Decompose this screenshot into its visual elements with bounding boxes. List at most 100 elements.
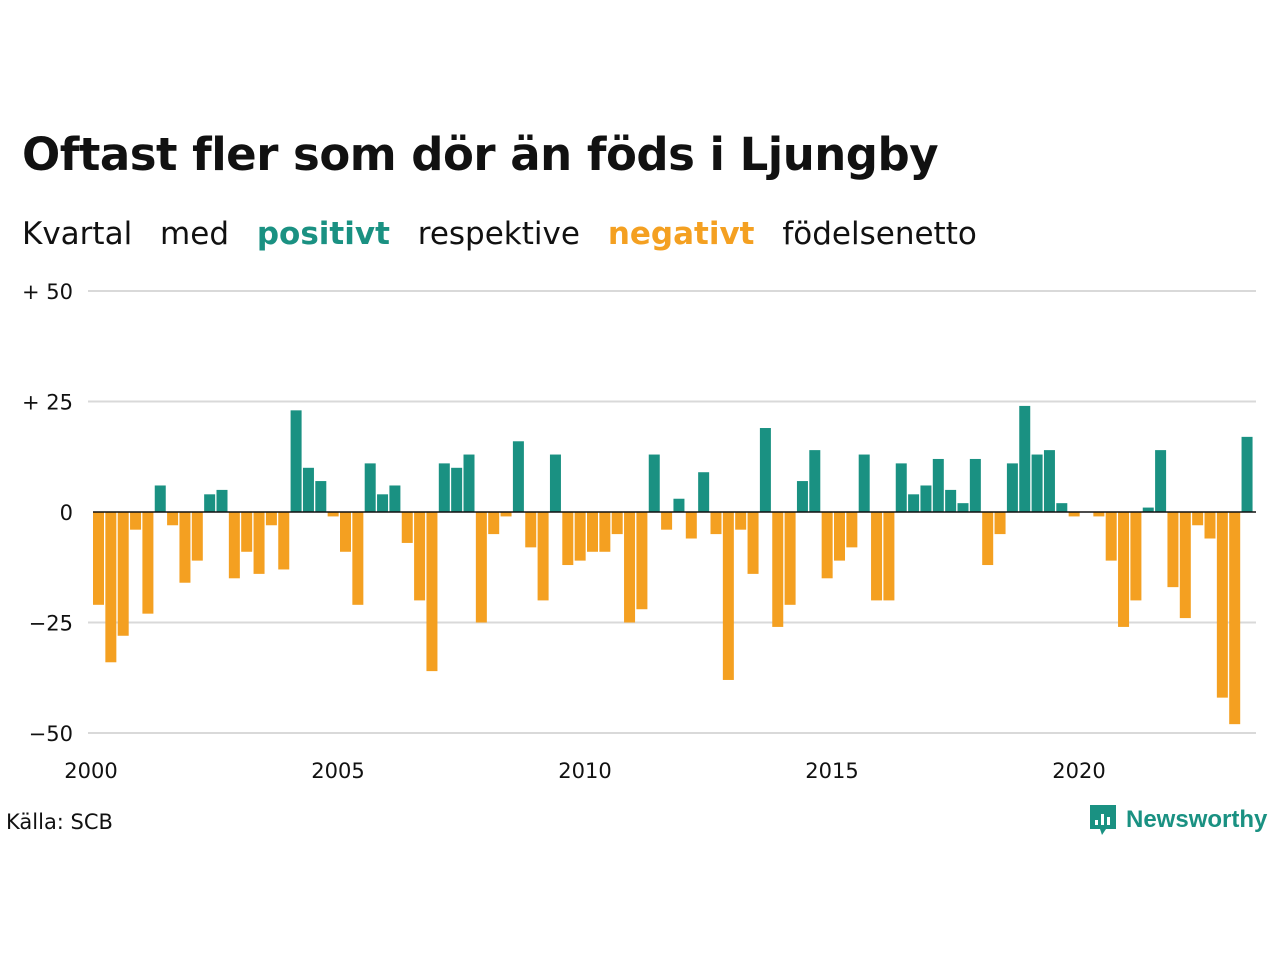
x-tick-label: 2015 xyxy=(805,759,858,783)
bar xyxy=(982,512,994,566)
bar xyxy=(1167,512,1179,588)
bar xyxy=(463,454,475,512)
bar xyxy=(191,512,203,561)
bar-chart: + 50 + 25 0 −25 −50 2000 2005 2010 2015 2020 xyxy=(22,280,1256,783)
bar xyxy=(1031,454,1043,512)
bar xyxy=(475,512,487,623)
bar xyxy=(895,463,907,512)
bar xyxy=(599,512,611,552)
bar xyxy=(957,503,969,512)
bar xyxy=(1056,503,1068,512)
subtitle-word-6: födelsenetto xyxy=(782,216,977,252)
bar xyxy=(1130,512,1142,601)
bar xyxy=(908,494,920,512)
bar xyxy=(648,454,660,512)
bar xyxy=(130,512,142,530)
y-tick-label: 0 xyxy=(60,501,73,525)
bar xyxy=(438,463,450,512)
x-tick-label: 2010 xyxy=(558,759,611,783)
bar xyxy=(1229,512,1241,725)
bar xyxy=(414,512,426,601)
bar xyxy=(871,512,883,601)
bar xyxy=(228,512,240,579)
bar xyxy=(389,485,401,512)
bar xyxy=(340,512,351,552)
bar xyxy=(722,512,734,680)
bar xyxy=(932,458,944,512)
bar xyxy=(858,454,870,512)
bar xyxy=(834,512,845,561)
bar xyxy=(117,512,129,636)
bar xyxy=(945,489,957,512)
bar xyxy=(451,467,463,512)
bar xyxy=(587,512,598,552)
subtitle-positive-label: positivt xyxy=(256,216,390,252)
bar xyxy=(1118,512,1130,627)
bar xyxy=(1105,512,1117,561)
bar xyxy=(883,512,895,601)
bar xyxy=(821,512,833,579)
bar xyxy=(93,512,104,605)
bar xyxy=(969,458,981,512)
bar xyxy=(364,463,376,512)
bar xyxy=(488,512,500,535)
bar xyxy=(562,512,574,566)
subtitle-word-4: respektive xyxy=(417,216,580,252)
bar xyxy=(796,481,808,512)
subtitle-negative-label: negativt xyxy=(607,216,755,252)
bar xyxy=(611,512,623,535)
bar xyxy=(735,512,747,530)
bar xyxy=(1179,512,1191,619)
bar xyxy=(673,498,685,512)
bar xyxy=(1093,512,1105,517)
bar xyxy=(710,512,722,535)
bar xyxy=(167,512,179,526)
bar xyxy=(216,489,228,512)
bar xyxy=(537,512,549,601)
bar xyxy=(426,512,438,672)
brand-logo: Newsworthy xyxy=(1088,803,1267,837)
y-tick-label: −25 xyxy=(29,612,73,636)
bar xyxy=(772,512,784,627)
bar xyxy=(920,485,932,512)
subtitle-word-1: Kvartal xyxy=(22,216,133,252)
bar xyxy=(290,410,302,512)
bar xyxy=(661,512,673,530)
bar xyxy=(809,450,821,512)
bar xyxy=(154,485,166,512)
bar xyxy=(179,512,191,583)
bar xyxy=(352,512,364,605)
bar xyxy=(253,512,265,574)
bar xyxy=(1216,512,1228,698)
bar xyxy=(525,512,537,548)
bar xyxy=(142,512,154,614)
bar xyxy=(1043,450,1055,512)
bar xyxy=(1241,436,1253,512)
bar xyxy=(204,494,216,512)
bar xyxy=(1192,512,1204,526)
bar xyxy=(1006,463,1018,512)
chart-subtitle: Kvartal med positivt respektive negativt… xyxy=(22,216,995,252)
bar xyxy=(105,512,117,663)
bar xyxy=(747,512,759,574)
bar xyxy=(636,512,648,610)
bar xyxy=(784,512,796,605)
bar xyxy=(278,512,290,570)
bar xyxy=(241,512,253,552)
y-tick-label: + 50 xyxy=(22,280,73,304)
bar xyxy=(265,512,277,526)
x-tick-label: 2020 xyxy=(1052,759,1105,783)
subtitle-word-2: med xyxy=(160,216,229,252)
bar xyxy=(1155,450,1167,512)
y-tick-label: −50 xyxy=(29,722,73,746)
bar xyxy=(574,512,586,561)
y-tick-label: + 25 xyxy=(22,391,73,415)
bar xyxy=(994,512,1006,535)
x-tick-label: 2005 xyxy=(311,759,364,783)
bar xyxy=(512,441,524,512)
bar xyxy=(327,512,339,517)
newsworthy-logo-icon xyxy=(1090,805,1116,835)
bar xyxy=(302,467,314,512)
bar xyxy=(315,481,327,512)
bar xyxy=(500,512,512,517)
